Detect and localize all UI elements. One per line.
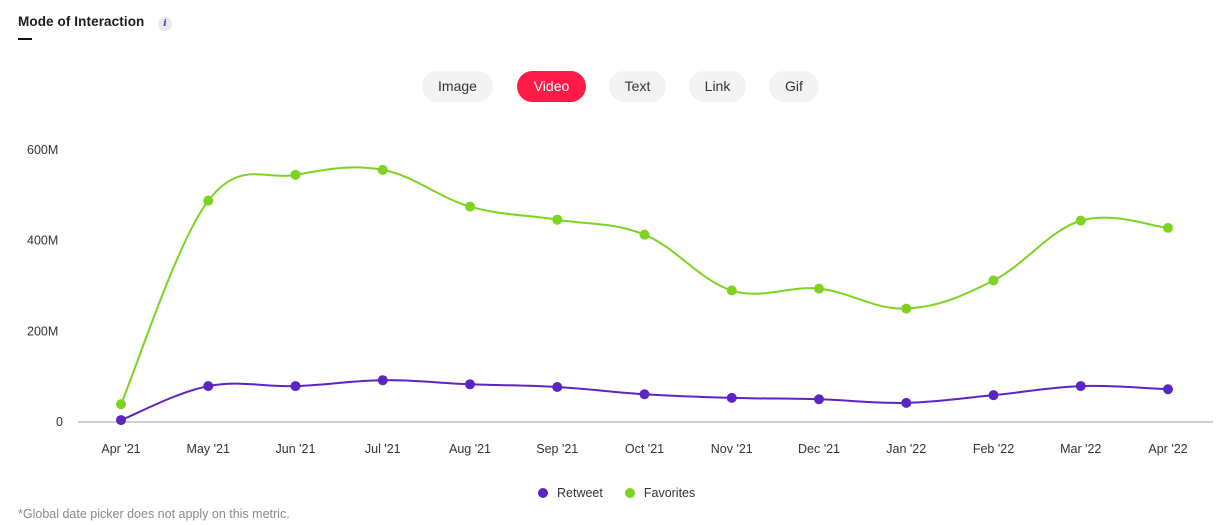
- x-tick-label: Apr '22: [1148, 442, 1187, 456]
- favorites-data-point[interactable]: [1163, 222, 1173, 233]
- x-tick-label: Dec '21: [798, 442, 840, 456]
- tab-video[interactable]: Video: [517, 71, 586, 102]
- retweet-data-point[interactable]: [901, 397, 912, 408]
- info-icon[interactable]: i: [158, 17, 172, 31]
- favorites-data-point[interactable]: [726, 285, 737, 296]
- chart-series: [116, 164, 1173, 426]
- legend-item-favorites[interactable]: Favorites: [624, 486, 696, 500]
- favorites-data-point[interactable]: [1075, 215, 1086, 226]
- media-type-tabs: Image Video Text Link Gif: [0, 71, 1221, 102]
- favorites-data-point[interactable]: [203, 195, 214, 206]
- x-tick-label: Jan '22: [886, 442, 926, 456]
- favorites-data-point[interactable]: [639, 229, 650, 240]
- y-tick-label: 0: [56, 415, 63, 429]
- x-tick-label: Jul '21: [365, 442, 401, 456]
- favorites-data-point[interactable]: [465, 201, 475, 212]
- favorites-data-point[interactable]: [290, 169, 301, 180]
- retweet-data-point[interactable]: [726, 392, 737, 403]
- y-tick-label: 600M: [27, 143, 58, 157]
- legend-label: Retweet: [557, 486, 603, 500]
- favorites-data-point[interactable]: [901, 303, 912, 314]
- x-axis: Apr '21 May '21 Jun '21 Jul '21 Aug '21 Sep '…: [101, 442, 1187, 456]
- favorites-dot-icon: [624, 488, 635, 498]
- retweet-data-point[interactable]: [465, 379, 475, 390]
- title-underline: [18, 38, 32, 40]
- retweet-dot-icon: [538, 488, 548, 498]
- tab-image[interactable]: Image: [422, 71, 493, 102]
- section-title: Mode of Interaction: [18, 14, 145, 29]
- footnote: *Global date picker does not apply on th…: [18, 507, 290, 521]
- retweet-line: [120, 379, 1169, 422]
- retweet-data-point[interactable]: [552, 382, 563, 392]
- retweet-data-point[interactable]: [814, 394, 824, 405]
- retweet-data-point[interactable]: [290, 381, 301, 392]
- tab-text[interactable]: Text: [609, 71, 666, 102]
- y-axis: 0 200M 400M 600M: [27, 143, 63, 429]
- favorites-data-point[interactable]: [116, 399, 126, 410]
- retweet-data-point[interactable]: [639, 389, 650, 400]
- y-tick-label: 200M: [27, 324, 58, 338]
- retweet-data-point[interactable]: [988, 390, 999, 401]
- tab-link[interactable]: Link: [689, 71, 746, 102]
- x-tick-label: Aug '21: [449, 442, 491, 456]
- retweet-data-point[interactable]: [203, 381, 214, 392]
- favorites-data-point[interactable]: [814, 283, 824, 294]
- x-tick-label: Sep '21: [536, 442, 578, 456]
- favorites-data-point[interactable]: [988, 275, 999, 286]
- retweet-data-point[interactable]: [116, 415, 126, 426]
- chart-legend: Retweet Favorites: [538, 486, 717, 500]
- retweet-data-point[interactable]: [1075, 381, 1086, 392]
- favorites-line: [120, 166, 1169, 405]
- favorites-data-point[interactable]: [377, 164, 388, 175]
- x-tick-label: Apr '21: [101, 442, 140, 456]
- x-tick-label: Feb '22: [973, 442, 1014, 456]
- y-tick-label: 400M: [27, 234, 58, 248]
- x-tick-label: Mar '22: [1060, 442, 1101, 456]
- x-tick-label: Nov '21: [711, 442, 753, 456]
- retweet-data-point[interactable]: [1163, 384, 1173, 395]
- legend-label: Favorites: [643, 486, 696, 500]
- tab-gif[interactable]: Gif: [769, 71, 819, 102]
- x-tick-label: Oct '21: [625, 442, 664, 456]
- x-tick-label: Jun '21: [276, 442, 316, 456]
- favorites-data-point[interactable]: [552, 214, 563, 225]
- legend-item-retweet[interactable]: Retweet: [538, 486, 603, 500]
- x-tick-label: May '21: [187, 442, 230, 456]
- retweet-data-point[interactable]: [377, 375, 388, 386]
